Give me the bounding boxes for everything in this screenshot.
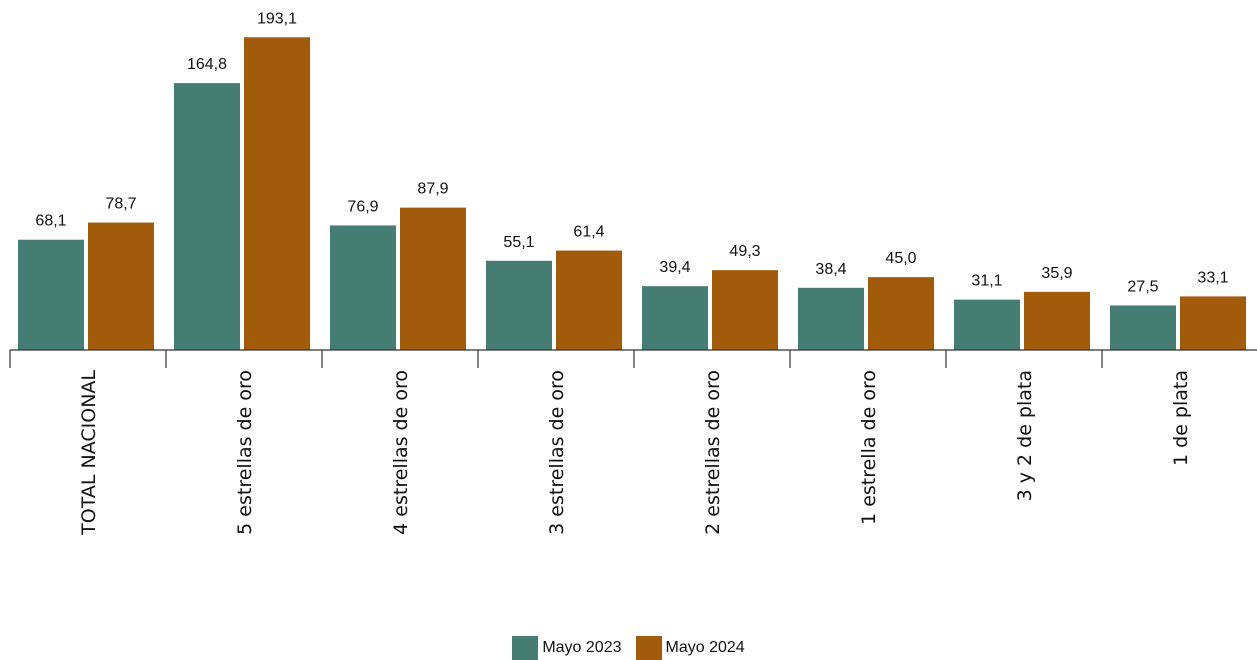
bar-series-2 xyxy=(400,207,466,350)
x-tick-label: 3 y 2 de plata xyxy=(1014,370,1036,501)
data-label: 164,8 xyxy=(187,56,227,73)
data-label: 39,4 xyxy=(659,259,690,276)
data-label: 27,5 xyxy=(1127,278,1158,295)
data-label: 193,1 xyxy=(257,10,297,27)
bar-series-2 xyxy=(88,222,154,350)
bar-series-2 xyxy=(556,250,622,350)
legend-swatch-series-1 xyxy=(512,636,539,660)
bar-series-1 xyxy=(1110,305,1176,350)
data-label: 45,0 xyxy=(885,250,916,267)
x-tick-label: 2 estrellas de oro xyxy=(702,370,724,535)
bar-series-1 xyxy=(642,286,708,350)
data-label: 61,4 xyxy=(573,224,604,241)
legend-item-series-2: Mayo 2024 xyxy=(635,636,745,660)
bar-series-1 xyxy=(954,299,1020,350)
legend-label-series-1: Mayo 2023 xyxy=(542,639,622,656)
bar-series-2 xyxy=(712,270,778,350)
data-label: 68,1 xyxy=(35,213,66,230)
bar-series-1 xyxy=(18,239,84,350)
x-tick-label: 3 estrellas de oro xyxy=(546,370,568,535)
bar-series-2 xyxy=(1024,291,1090,350)
data-label: 38,4 xyxy=(815,261,846,278)
bar-chart: 68,1 78,7 164,8 193,1 76,9 87,9 55,1 61,4 39,4 49… xyxy=(9,10,1257,536)
data-label: 78,7 xyxy=(105,196,136,213)
x-tick-label: TOTAL NACIONAL xyxy=(78,370,100,536)
bar-series-2 xyxy=(1180,296,1246,350)
bar-series-1 xyxy=(174,83,240,350)
data-label: 49,3 xyxy=(729,243,760,260)
bar-series-1 xyxy=(330,225,396,350)
legend: Mayo 2023 Mayo 2024 xyxy=(0,636,1257,660)
x-tick-label: 1 de plata xyxy=(1170,370,1192,466)
bar-series-2 xyxy=(868,277,934,350)
bar-series-1 xyxy=(798,287,864,350)
data-label: 35,9 xyxy=(1041,265,1072,282)
legend-item-series-1: Mayo 2023 xyxy=(512,636,622,660)
bar-series-2 xyxy=(244,37,310,351)
data-label: 55,1 xyxy=(503,234,534,251)
legend-swatch-series-2 xyxy=(635,636,662,660)
legend-label-series-2: Mayo 2024 xyxy=(665,639,745,656)
bar-series-1 xyxy=(486,260,552,350)
data-label: 87,9 xyxy=(417,181,448,198)
data-label: 31,1 xyxy=(971,273,1002,290)
x-tick-label: 1 estrella de oro xyxy=(858,370,880,525)
data-label: 76,9 xyxy=(347,198,378,215)
x-tick-label: 5 estrellas de oro xyxy=(234,370,256,535)
data-label: 33,1 xyxy=(1197,269,1228,286)
x-tick-label: 4 estrellas de oro xyxy=(390,370,412,535)
